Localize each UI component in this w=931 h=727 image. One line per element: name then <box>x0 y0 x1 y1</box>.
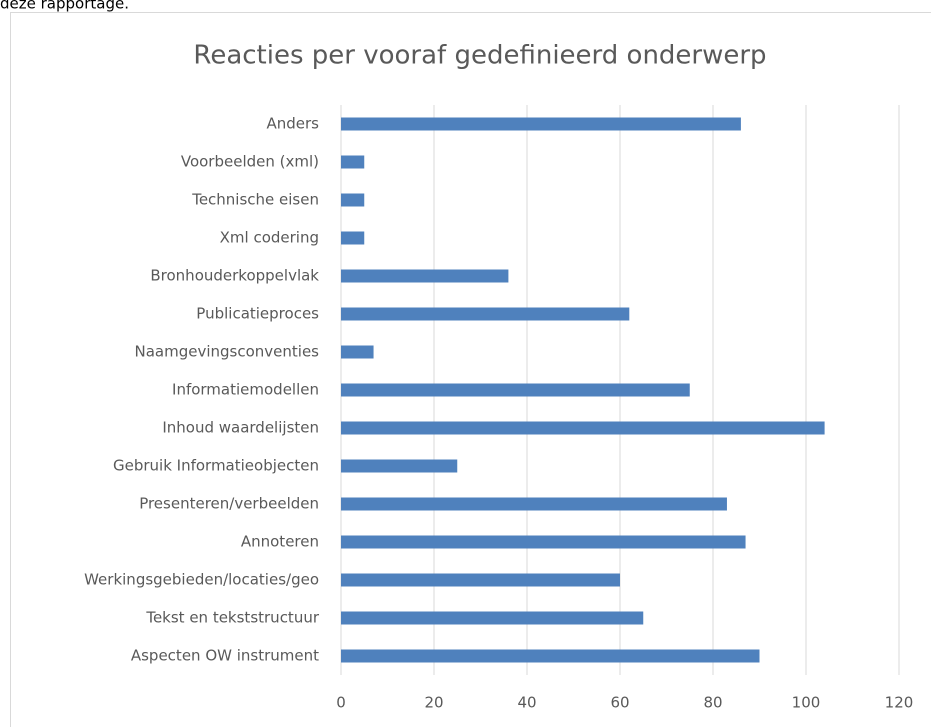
x-tick-label: 20 <box>424 694 443 712</box>
x-tick-label: 60 <box>610 694 629 712</box>
y-tick-label: Gebruik Informatieobjecten <box>113 457 319 475</box>
y-tick-label: Naamgevingsconventies <box>135 343 320 361</box>
bar <box>341 573 620 587</box>
y-tick-label: Anders <box>267 115 320 133</box>
y-tick-label: Technische eisen <box>191 191 319 209</box>
bar <box>341 383 690 397</box>
bar <box>341 497 727 511</box>
bar <box>341 535 746 549</box>
x-tick-label: 40 <box>517 694 536 712</box>
bar <box>341 269 509 283</box>
y-tick-label: Aspecten OW instrument <box>131 647 319 665</box>
y-tick-label: Tekst en tekststructuur <box>145 609 320 627</box>
bar <box>341 421 825 435</box>
x-tick-label: 120 <box>885 694 914 712</box>
x-tick-label: 80 <box>703 694 722 712</box>
y-tick-label: Werkingsgebieden/locaties/geo <box>84 571 319 589</box>
y-tick-label: Publicatieproces <box>196 305 319 323</box>
page-text: deze rapportage. <box>0 0 129 13</box>
y-tick-label: Bronhouderkoppelvlak <box>150 267 319 285</box>
bar <box>341 231 365 245</box>
y-tick-label: Voorbeelden (xml) <box>181 153 319 171</box>
y-tick-label: Annoteren <box>241 533 319 551</box>
y-tick-label: Informatiemodellen <box>172 381 319 399</box>
chart-title: Reacties per vooraf gedefinieerd onderwe… <box>193 41 766 71</box>
bar <box>341 459 458 473</box>
chart-frame <box>10 12 931 727</box>
bar <box>341 307 630 321</box>
bar <box>341 155 365 169</box>
bar <box>341 193 365 207</box>
bar <box>341 117 741 131</box>
y-tick-label: Inhoud waardelijsten <box>162 419 319 437</box>
x-tick-label: 100 <box>792 694 821 712</box>
x-tick-label: 0 <box>336 694 346 712</box>
bar <box>341 649 760 663</box>
y-tick-label: Xml codering <box>220 229 319 247</box>
bar <box>341 611 644 625</box>
bar <box>341 345 374 359</box>
y-tick-label: Presenteren/verbeelden <box>139 495 319 513</box>
